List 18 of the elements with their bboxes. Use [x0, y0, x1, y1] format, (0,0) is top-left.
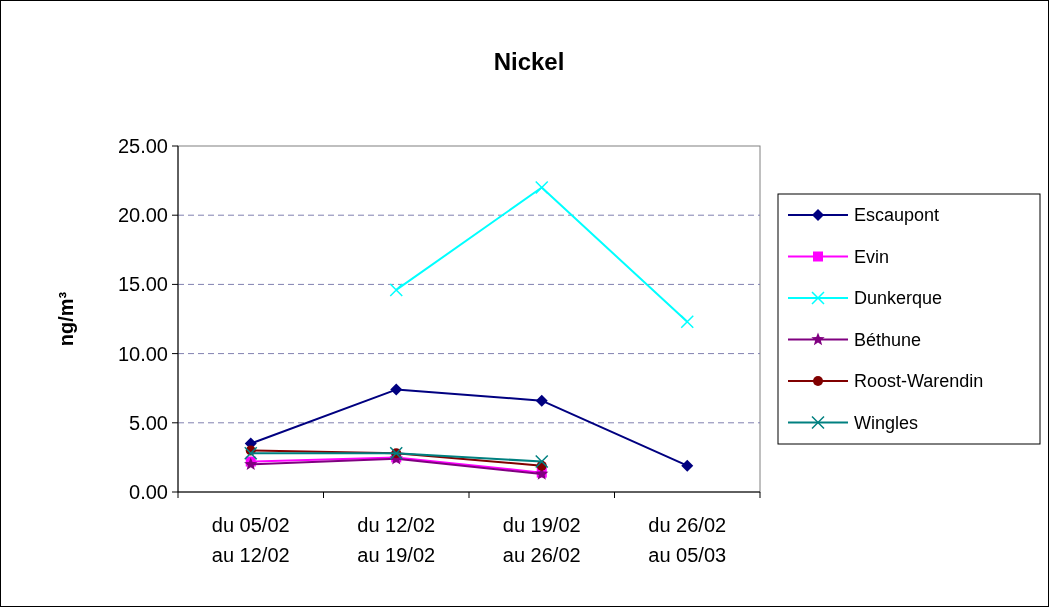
legend-label: Dunkerque	[854, 288, 943, 309]
y-tick-label: 0.00	[129, 481, 168, 503]
y-tick-label: 5.00	[129, 411, 168, 434]
legend-label: Evin	[854, 246, 890, 267]
x-tick-label: du 05/02 au 12/02	[211, 514, 290, 566]
legend-label: Wingles	[854, 412, 919, 433]
legend-label: Béthune	[854, 329, 922, 350]
chart-title: Nickel	[493, 48, 565, 75]
y-tick-label: 25.00	[117, 135, 168, 157]
y-tick-label: 20.00	[117, 204, 168, 227]
y-tick-label: 15.00	[117, 273, 168, 296]
x-tick-label: du 12/02 au 19/02	[357, 514, 436, 566]
x-tick-label: du 19/02 au 26/02	[502, 514, 581, 566]
y-tick-label: 10.00	[117, 342, 168, 365]
y-axis-title: ng/m³	[55, 291, 77, 347]
legend-label: Roost-Warendin	[854, 371, 984, 392]
legend-label: Escaupont	[854, 205, 940, 226]
x-tick-label: du 26/02 au 05/03	[648, 514, 727, 566]
